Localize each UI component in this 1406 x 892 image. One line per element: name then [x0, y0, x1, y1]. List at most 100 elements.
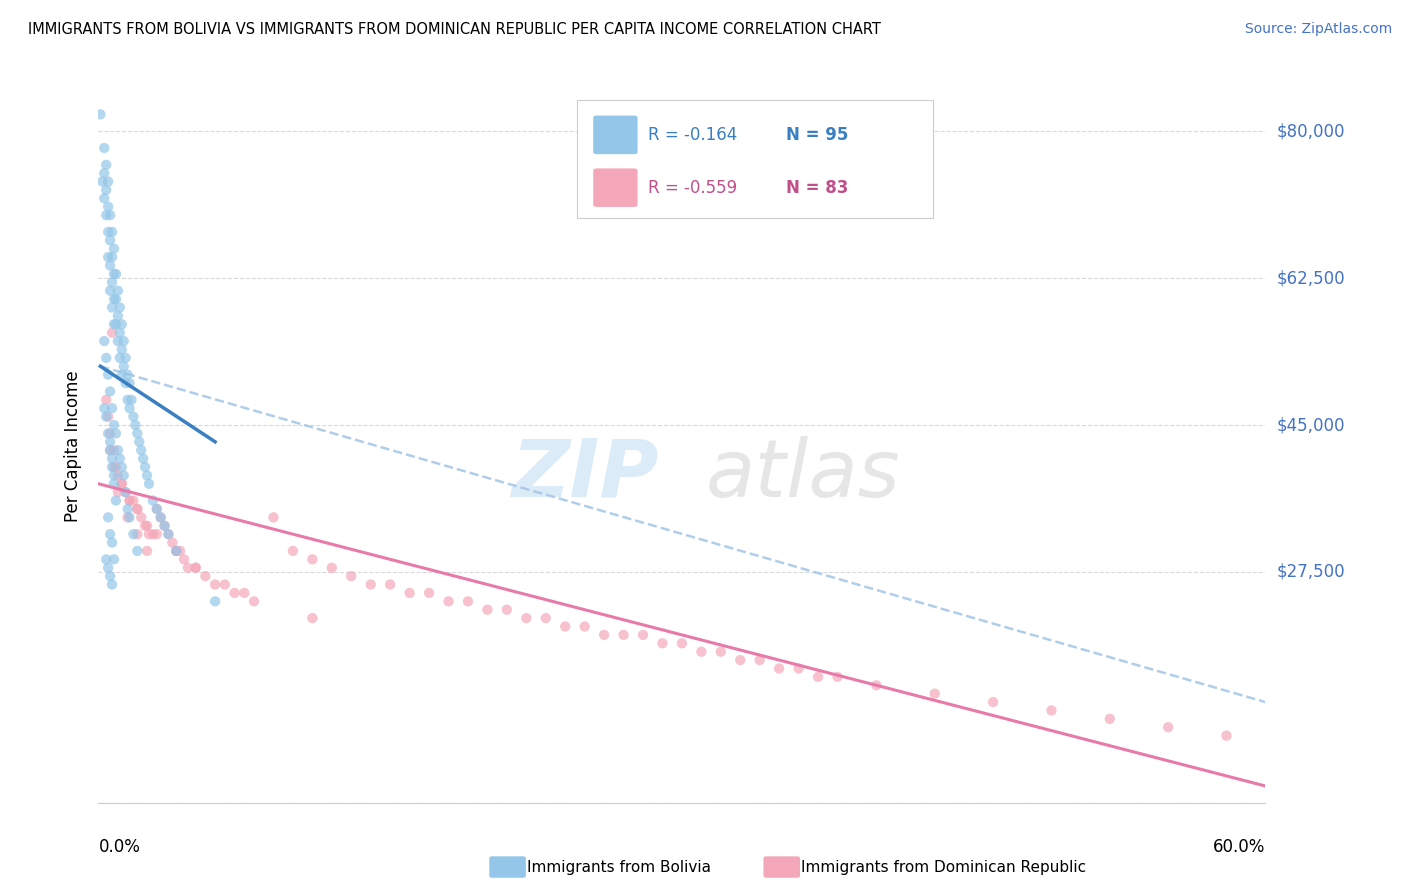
Point	[495, 603, 517, 617]
Point	[107, 334, 129, 348]
Point	[127, 502, 149, 516]
Point	[96, 208, 118, 222]
Point	[104, 292, 127, 306]
Point	[97, 426, 120, 441]
Point	[98, 259, 121, 273]
FancyBboxPatch shape	[576, 100, 932, 218]
Text: $27,500: $27,500	[1277, 563, 1346, 581]
Point	[184, 560, 207, 574]
Point	[101, 577, 124, 591]
Point	[111, 476, 134, 491]
Point	[593, 628, 616, 642]
Point	[1040, 703, 1063, 717]
FancyBboxPatch shape	[593, 169, 637, 207]
Point	[93, 141, 115, 155]
Point	[127, 502, 149, 516]
Point	[98, 233, 121, 247]
Point	[96, 409, 118, 424]
Text: $80,000: $80,000	[1277, 122, 1346, 140]
Point	[165, 544, 187, 558]
Point	[98, 384, 121, 399]
Point	[224, 586, 246, 600]
Point	[112, 334, 135, 348]
Point	[117, 392, 139, 407]
Point	[243, 594, 266, 608]
Text: 0.0%: 0.0%	[98, 838, 141, 856]
Text: $62,500: $62,500	[1277, 269, 1346, 287]
Point	[134, 518, 156, 533]
Point	[121, 392, 143, 407]
Point	[96, 183, 118, 197]
Point	[101, 301, 124, 315]
Point	[748, 653, 770, 667]
Point	[142, 493, 165, 508]
Point	[93, 191, 115, 205]
Point	[146, 502, 169, 516]
Point	[107, 485, 129, 500]
Point	[651, 636, 673, 650]
Point	[281, 544, 304, 558]
Point	[129, 443, 152, 458]
Point	[96, 392, 118, 407]
Point	[574, 619, 596, 633]
Point	[136, 544, 159, 558]
Point	[97, 409, 120, 424]
Point	[108, 301, 131, 315]
Point	[301, 552, 323, 566]
Point	[101, 401, 124, 416]
Point	[177, 560, 200, 574]
Point	[128, 434, 150, 449]
Point	[534, 611, 557, 625]
Point	[98, 443, 121, 458]
Point	[124, 417, 146, 432]
Point	[418, 586, 440, 600]
Point	[104, 493, 127, 508]
Point	[768, 661, 790, 675]
Point	[142, 527, 165, 541]
Point	[214, 577, 236, 591]
Point	[149, 510, 172, 524]
Point	[93, 166, 115, 180]
Point	[1098, 712, 1121, 726]
Point	[111, 460, 134, 475]
Point	[114, 351, 136, 365]
Point	[157, 527, 180, 541]
Point	[103, 318, 125, 332]
Text: $45,000: $45,000	[1277, 416, 1346, 434]
Text: R = -0.559: R = -0.559	[648, 178, 737, 196]
Point	[101, 535, 124, 549]
Point	[112, 468, 135, 483]
Point	[107, 468, 129, 483]
Point	[98, 426, 121, 441]
Point	[138, 476, 160, 491]
Point	[111, 343, 134, 357]
Text: 60.0%: 60.0%	[1213, 838, 1265, 856]
Point	[129, 510, 152, 524]
Point	[1215, 729, 1237, 743]
Point	[117, 510, 139, 524]
Point	[97, 250, 120, 264]
Point	[1157, 720, 1180, 734]
Point	[97, 200, 120, 214]
Point	[136, 468, 159, 483]
Point	[136, 518, 159, 533]
Point	[149, 510, 172, 524]
Point	[378, 577, 402, 591]
Text: atlas: atlas	[706, 435, 900, 514]
Point	[118, 401, 141, 416]
Point	[103, 468, 125, 483]
FancyBboxPatch shape	[593, 116, 637, 154]
Point	[118, 376, 141, 390]
Point	[710, 645, 733, 659]
Point	[360, 577, 382, 591]
Point	[104, 426, 127, 441]
Text: N = 83: N = 83	[786, 178, 848, 196]
Point	[118, 493, 141, 508]
Text: Immigrants from Bolivia: Immigrants from Bolivia	[527, 860, 711, 874]
Point	[865, 678, 887, 692]
Point	[98, 284, 121, 298]
Point	[114, 485, 136, 500]
Point	[97, 368, 120, 382]
Point	[477, 603, 499, 617]
Point	[98, 569, 121, 583]
